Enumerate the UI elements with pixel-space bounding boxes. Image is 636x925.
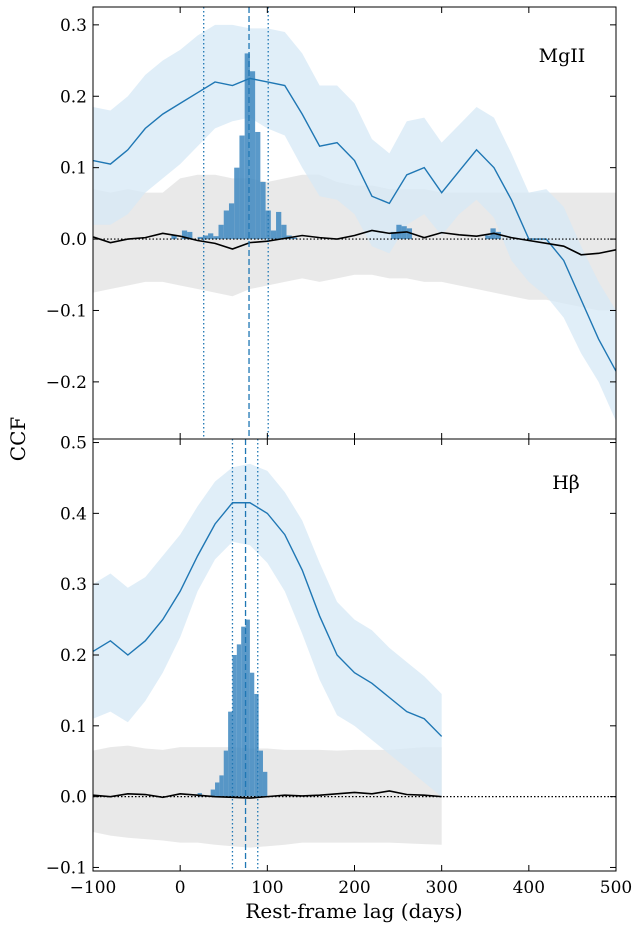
bot-hist-bar — [236, 644, 242, 797]
bot-ytick-label: 0.3 — [60, 575, 87, 595]
top-x-ticks — [92, 7, 617, 439]
top-hist-bar — [391, 231, 397, 240]
bot-ytick-label: 0.5 — [60, 434, 87, 454]
top-null-line — [93, 229, 616, 256]
top-hist-bar — [406, 228, 413, 240]
top-ytick-label: 0.3 — [60, 16, 87, 36]
bottom-ccf-band — [93, 463, 442, 797]
top-ytick-label: 0.1 — [60, 159, 87, 179]
top-ccf-curve — [93, 77, 616, 372]
top-hist-bar — [171, 235, 177, 240]
top-hist-bar — [197, 236, 203, 240]
bottom-x-ticks: −100 0 100 200 300 400 500 — [70, 439, 632, 898]
top-hist-bar — [265, 210, 271, 240]
bot-xtick-label: 300 — [425, 878, 457, 898]
top-ccf-band — [93, 24, 616, 422]
top-hist-bar — [239, 135, 245, 240]
bottom-lag-markers — [231, 439, 259, 871]
top-hist-bar — [244, 53, 250, 240]
top-hist-bar — [495, 231, 501, 240]
top-hist-bar — [202, 235, 209, 240]
bot-hist-bar — [232, 655, 237, 797]
bot-hist-bar — [219, 775, 224, 797]
top-hist-bar — [234, 167, 240, 240]
bot-hist-bar — [210, 789, 216, 797]
top-ccf-band-area — [93, 24, 616, 422]
bot-ccf-band-area — [93, 463, 442, 797]
bottom-panel-label: Hβ — [552, 472, 580, 494]
bot-xtick-label: 200 — [338, 878, 370, 898]
bot-ytick-label: 0.4 — [60, 504, 87, 524]
top-hist-bar — [276, 211, 282, 240]
y-axis-label: CCF — [6, 417, 30, 462]
bottom-y-ticks: −0.1 0.0 0.1 0.2 0.3 0.4 0.5 — [46, 434, 616, 878]
top-hist-bar — [249, 71, 256, 240]
bot-xtick-label: −100 — [70, 878, 117, 898]
top-null-curve — [93, 229, 616, 256]
bottom-panel: −0.1 0.0 0.1 0.2 0.3 0.4 0.5 −100 0 100 200 300 400… — [46, 434, 633, 898]
bot-xtick-label: 400 — [513, 878, 545, 898]
bot-null-curve — [93, 790, 442, 799]
top-hist-bar — [281, 224, 287, 240]
bottom-histogram — [197, 619, 268, 797]
bottom-null-line — [93, 790, 442, 799]
top-ytick-label: 0.0 — [60, 230, 87, 250]
top-hist-bar — [270, 230, 277, 240]
top-hist-bar — [255, 131, 261, 240]
bot-hist-bar — [228, 711, 233, 797]
top-hist-bar — [208, 233, 214, 240]
top-lag-markers — [203, 7, 269, 439]
top-hist-bar — [228, 203, 235, 240]
top-hist-bar — [485, 235, 491, 240]
bot-hist-bar — [223, 750, 229, 797]
bottom-ccf-line — [93, 502, 443, 737]
top-ytick-label: 0.2 — [60, 87, 87, 107]
top-ytick-label: −0.1 — [46, 301, 87, 321]
bot-hist-bar — [245, 619, 250, 797]
top-hist-bar — [187, 231, 193, 240]
bot-ytick-label: −0.1 — [46, 858, 87, 878]
top-hist-bar — [218, 224, 224, 240]
top-ccf-line — [93, 77, 616, 372]
top-panel-label: MgII — [539, 45, 586, 67]
top-hist-bar — [181, 230, 188, 240]
bot-hist-bar — [262, 771, 268, 797]
bot-xtick-label: 500 — [600, 878, 632, 898]
bot-hist-bar — [254, 693, 259, 797]
top-hist-bar — [223, 210, 229, 240]
top-hist-bar — [213, 236, 219, 240]
bot-ytick-label: 0.0 — [60, 788, 87, 808]
bot-hist-bar — [258, 750, 263, 797]
bot-xtick-label: 100 — [251, 878, 283, 898]
bot-hist-bar — [249, 672, 255, 797]
bot-ytick-label: 0.2 — [60, 646, 87, 666]
top-ytick-label: −0.2 — [46, 373, 87, 393]
bot-hist-bar — [215, 782, 220, 797]
top-panel: −0.2 −0.1 0.0 0.1 0.2 0.3 MgII — [46, 6, 617, 440]
bot-ccf-curve — [93, 502, 443, 737]
bot-hist-bar — [241, 626, 246, 797]
bot-ytick-label: 0.1 — [60, 717, 87, 737]
top-y-ticks: −0.2 −0.1 0.0 0.1 0.2 0.3 — [46, 16, 616, 393]
bot-xtick-label: 0 — [175, 878, 186, 898]
top-hist-bar — [291, 237, 297, 240]
x-axis-label: Rest-frame lag (days) — [245, 899, 462, 923]
top-hist-bar — [260, 181, 266, 240]
